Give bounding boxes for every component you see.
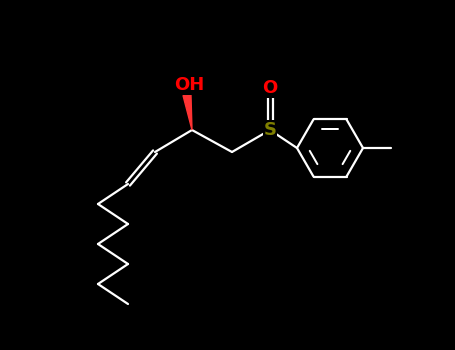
Text: OH: OH <box>174 76 204 94</box>
Polygon shape <box>183 94 192 130</box>
Text: O: O <box>263 79 278 97</box>
Text: S: S <box>263 121 277 139</box>
